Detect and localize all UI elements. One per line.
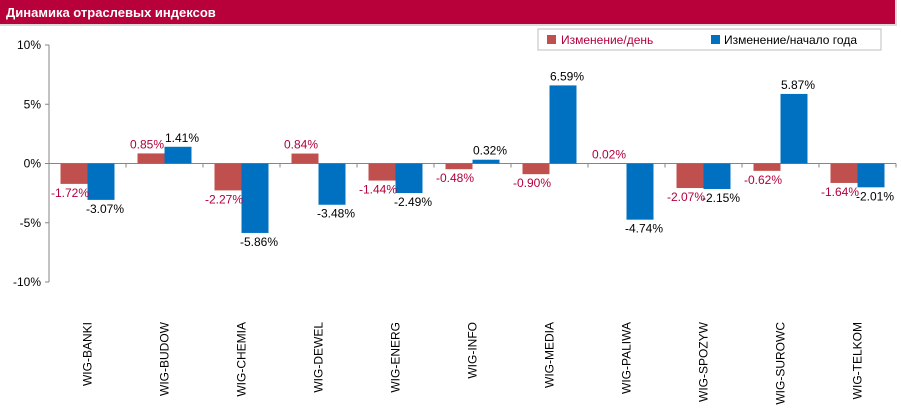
chart-legend: Изменение/день Изменение/начало года bbox=[537, 28, 882, 51]
page-title: Динамика отраслевых индексов bbox=[6, 5, 216, 20]
y-tick-label: -5% bbox=[20, 216, 42, 230]
data-label: -3.07% bbox=[86, 202, 124, 216]
y-tick-label: 10% bbox=[17, 38, 41, 52]
bar-day bbox=[445, 163, 473, 170]
data-label: -1.72% bbox=[51, 186, 89, 200]
chart-bars bbox=[60, 85, 885, 233]
bar-day bbox=[137, 153, 165, 164]
bar-chart: 10% 5% 0% -5% -10% -1.72% -3.07% 0.85% 1.41% -2.… bbox=[13, 28, 897, 405]
chart-data-labels: -1.72% -3.07% 0.85% 1.41% -2.27% -5.86% 0.84% -… bbox=[51, 69, 894, 249]
bar-day bbox=[676, 163, 704, 189]
data-label: 0.32% bbox=[473, 144, 507, 158]
x-tick-label: WIG-MEDIA bbox=[543, 322, 557, 388]
x-tick-label: WIG-CHEMIA bbox=[235, 322, 249, 397]
data-label: -1.64% bbox=[821, 185, 859, 199]
y-tick-label: -10% bbox=[13, 275, 41, 289]
bar-ytd bbox=[241, 163, 269, 233]
data-label: -2.07% bbox=[667, 190, 705, 204]
x-tick-label: WIG-DEWEL bbox=[312, 322, 326, 393]
bar-day bbox=[60, 163, 88, 184]
data-label: 5.87% bbox=[781, 78, 815, 92]
bar-ytd bbox=[626, 163, 654, 220]
data-label: 6.59% bbox=[550, 69, 584, 83]
bar-day bbox=[753, 163, 781, 171]
x-tick-label: WIG-ENERG bbox=[389, 322, 403, 393]
x-tick-label: WIG-BANKI bbox=[81, 322, 95, 386]
x-tick-label: WIG-SUROWC bbox=[774, 322, 788, 405]
legend-swatch bbox=[711, 35, 720, 44]
chart-category-labels: WIG-BANKI WIG-BUDOW WIG-CHEMIA WIG-DEWEL WIG… bbox=[81, 321, 865, 404]
data-label: -2.27% bbox=[205, 192, 243, 206]
bar-ytd bbox=[549, 85, 577, 164]
data-label: 0.84% bbox=[284, 138, 318, 152]
bar-day bbox=[368, 163, 396, 181]
data-label: -2.15% bbox=[702, 191, 740, 205]
data-label: -2.49% bbox=[394, 195, 432, 209]
data-label: -2.01% bbox=[856, 189, 894, 203]
x-tick-label: WIG-PALIWA bbox=[620, 322, 634, 394]
bar-ytd bbox=[857, 163, 885, 188]
data-label: -4.74% bbox=[625, 222, 663, 236]
data-label: -3.48% bbox=[317, 207, 355, 221]
bar-day bbox=[291, 153, 319, 164]
data-label: 1.41% bbox=[165, 131, 199, 145]
y-tick-label: 5% bbox=[24, 97, 42, 111]
legend-box bbox=[537, 28, 882, 51]
y-tick-label: 0% bbox=[24, 157, 42, 171]
bar-ytd bbox=[318, 163, 346, 205]
x-tick-label: WIG-SPOZYW bbox=[697, 321, 711, 402]
bar-ytd bbox=[472, 159, 500, 164]
x-tick-label: WIG-INFO bbox=[466, 322, 480, 379]
bar-day bbox=[522, 163, 550, 175]
title-bar: Динамика отраслевых индексов bbox=[0, 0, 897, 26]
data-label: 0.02% bbox=[592, 147, 626, 161]
bar-day bbox=[830, 163, 858, 183]
bar-ytd bbox=[164, 146, 192, 164]
data-label: -1.44% bbox=[359, 183, 397, 197]
data-label: -5.86% bbox=[240, 235, 278, 249]
bar-ytd bbox=[703, 163, 731, 189]
data-label: -0.90% bbox=[513, 176, 551, 190]
x-tick-label: WIG-TELKOM bbox=[851, 322, 865, 399]
bar-day bbox=[599, 163, 627, 164]
data-label: -0.62% bbox=[744, 173, 782, 187]
bar-ytd bbox=[87, 163, 115, 200]
bar-ytd bbox=[780, 93, 808, 164]
legend-swatch bbox=[547, 35, 556, 44]
x-tick-label: WIG-BUDOW bbox=[158, 321, 172, 396]
bar-day bbox=[214, 163, 242, 191]
data-label: -0.48% bbox=[436, 171, 474, 185]
bar-ytd bbox=[395, 163, 423, 194]
legend-item-label: Изменение/начало года bbox=[724, 33, 857, 47]
data-label: 0.85% bbox=[130, 137, 164, 151]
legend-item-label: Изменение/день bbox=[561, 33, 653, 47]
